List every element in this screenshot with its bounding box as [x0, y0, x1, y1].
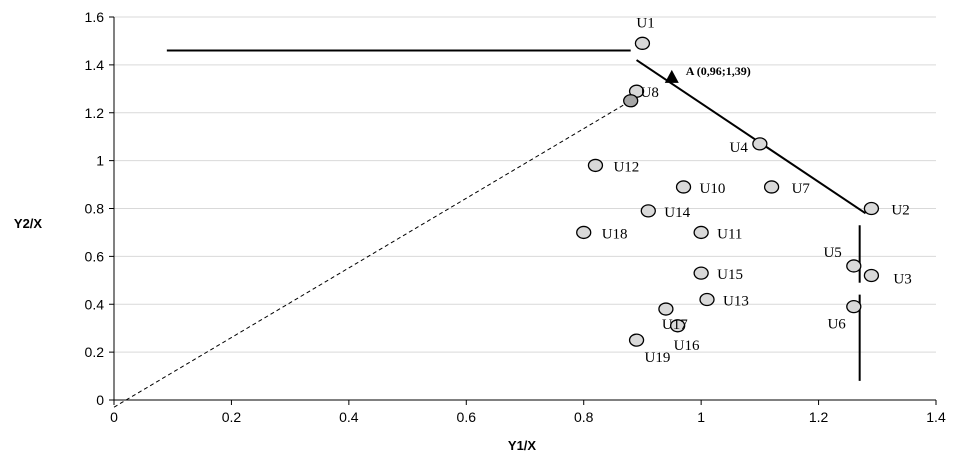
point-a-triangle	[664, 69, 679, 83]
point-label-u3: U3	[893, 272, 911, 288]
y-tick-label: 0.4	[85, 296, 105, 312]
data-point-u7	[763, 180, 780, 194]
data-point-u3	[863, 268, 880, 283]
data-point-u18	[576, 225, 592, 240]
point-label-u19: U19	[645, 350, 671, 366]
data-point-u11	[693, 225, 709, 240]
point-label-u13: U13	[723, 293, 749, 309]
point-label-u1: U1	[636, 15, 654, 31]
data-point-u19	[628, 333, 645, 347]
data-point	[623, 94, 639, 108]
x-tick-label: 0.4	[339, 409, 359, 425]
point-label-u6: U6	[827, 317, 846, 333]
data-point-u5	[846, 259, 862, 273]
lines	[113, 49, 867, 408]
point-label-u7: U7	[792, 181, 811, 197]
point-label-u8: U8	[641, 85, 659, 101]
y-tick-label: 0.8	[85, 201, 105, 217]
x-tick-label: 1.2	[809, 409, 829, 425]
data-point-u4	[752, 137, 768, 151]
data-point-u15	[693, 266, 709, 280]
data-point-u12	[587, 158, 604, 173]
data-points	[576, 36, 880, 347]
data-point-u2	[863, 201, 880, 216]
point-label-u14: U14	[664, 205, 690, 221]
data-point-u1	[634, 36, 651, 50]
x-tick-label: 1	[697, 409, 705, 425]
annotation: A (0,96;1,39)	[664, 64, 751, 83]
point-label-u12: U12	[613, 159, 639, 175]
gridlines	[114, 16, 936, 353]
line-frontier	[636, 59, 867, 215]
point-label-u16: U16	[674, 338, 700, 354]
point-label-u10: U10	[700, 181, 726, 197]
x-tick-label: 1.4	[926, 409, 946, 425]
y-axis-title: Y2/X	[14, 216, 43, 231]
y-tick-label: 0.6	[85, 248, 105, 264]
point-label-u15: U15	[717, 267, 743, 283]
x-axis-title: Y1/X	[508, 438, 537, 453]
x-tick-label: 0	[110, 409, 118, 425]
y-tick-label: 0.2	[85, 344, 105, 360]
point-label-u5: U5	[823, 245, 841, 261]
y-tick-label: 1.2	[85, 105, 105, 121]
point-a-label: A (0,96;1,39)	[686, 64, 751, 78]
point-label-u2: U2	[891, 203, 909, 219]
axes	[109, 16, 937, 405]
data-point-u13	[699, 292, 715, 307]
data-point-u16	[670, 319, 686, 333]
data-point-u10	[675, 180, 692, 194]
y-tick-label: 1.4	[85, 57, 105, 73]
point-labels: U1 U2 U3 U4 U5 U6 U7 U8 U10 U11 U12 U13 U14 U15 U16 U17…	[602, 15, 912, 366]
y-tick-label: 1.6	[85, 9, 105, 25]
x-tick-labels: 0 0.2 0.4 0.6 0.8 1 1.2 1.4	[110, 409, 946, 425]
x-tick-label: 0.2	[222, 409, 242, 425]
y-tick-label: 1	[96, 153, 104, 169]
line-ray-from-origin	[113, 100, 631, 408]
x-tick-label: 0.8	[574, 409, 594, 425]
point-label-u4: U4	[730, 140, 749, 156]
data-point-u6	[846, 299, 862, 314]
point-label-u11: U11	[717, 226, 742, 242]
point-label-u18: U18	[602, 226, 628, 242]
y-tick-label: 0	[96, 392, 104, 408]
point-label-u17: U17	[662, 317, 688, 333]
data-point-u17	[658, 302, 674, 316]
x-tick-label: 0.6	[457, 409, 477, 425]
y-tick-labels: 0 0.2 0.4 0.6 0.8 1 1.2 1.4 1.6	[85, 9, 105, 408]
data-point-u14	[640, 204, 656, 218]
